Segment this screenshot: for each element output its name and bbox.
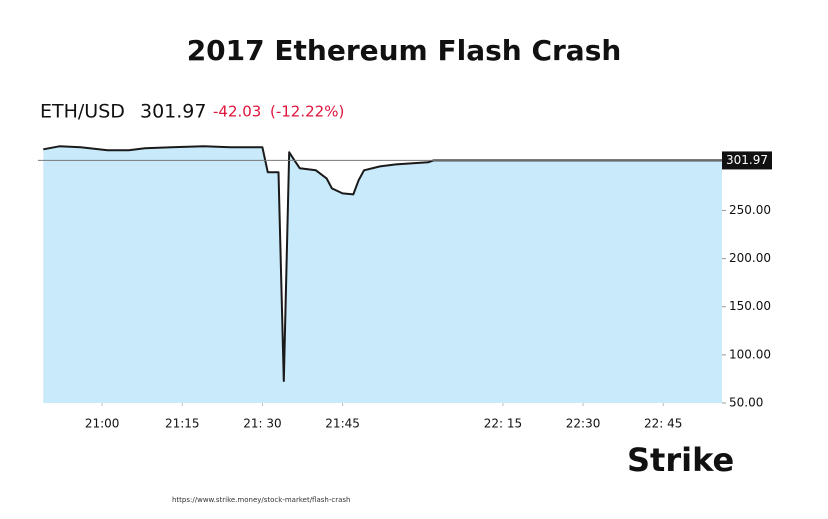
price-change: -42.03: [213, 103, 261, 121]
logo: Strike: [627, 441, 734, 479]
x-tick-label: 22: 15: [484, 417, 522, 431]
price-badge: [722, 151, 772, 170]
x-tick-label: 21:45: [325, 417, 360, 431]
x-tick-label: 22: 45: [644, 417, 682, 431]
x-tick-label: 22:30: [566, 417, 601, 431]
y-tick-label: 150.00: [729, 299, 771, 313]
x-tick-label: 21:15: [165, 417, 200, 431]
price-line: [43, 145, 722, 382]
y-tick-label: 50.00: [729, 396, 763, 410]
price-change-percent: (-12.22%): [270, 103, 344, 121]
symbol: ETH/USD: [40, 101, 125, 123]
price-badge-label: 301.97: [726, 153, 768, 167]
last-price: 301.97: [140, 101, 206, 123]
y-tick-label: 250.00: [729, 203, 771, 217]
chart-title: 2017 Ethereum Flash Crash: [187, 34, 622, 67]
y-tick-label: 100.00: [729, 347, 771, 361]
x-tick-label: 21:00: [85, 417, 120, 431]
area-fill: [43, 146, 723, 404]
x-tick-label: 21: 30: [243, 417, 281, 431]
source-url: https://www.strike.money/stock-market/fl…: [172, 496, 350, 504]
y-tick-label: 200.00: [729, 251, 771, 265]
